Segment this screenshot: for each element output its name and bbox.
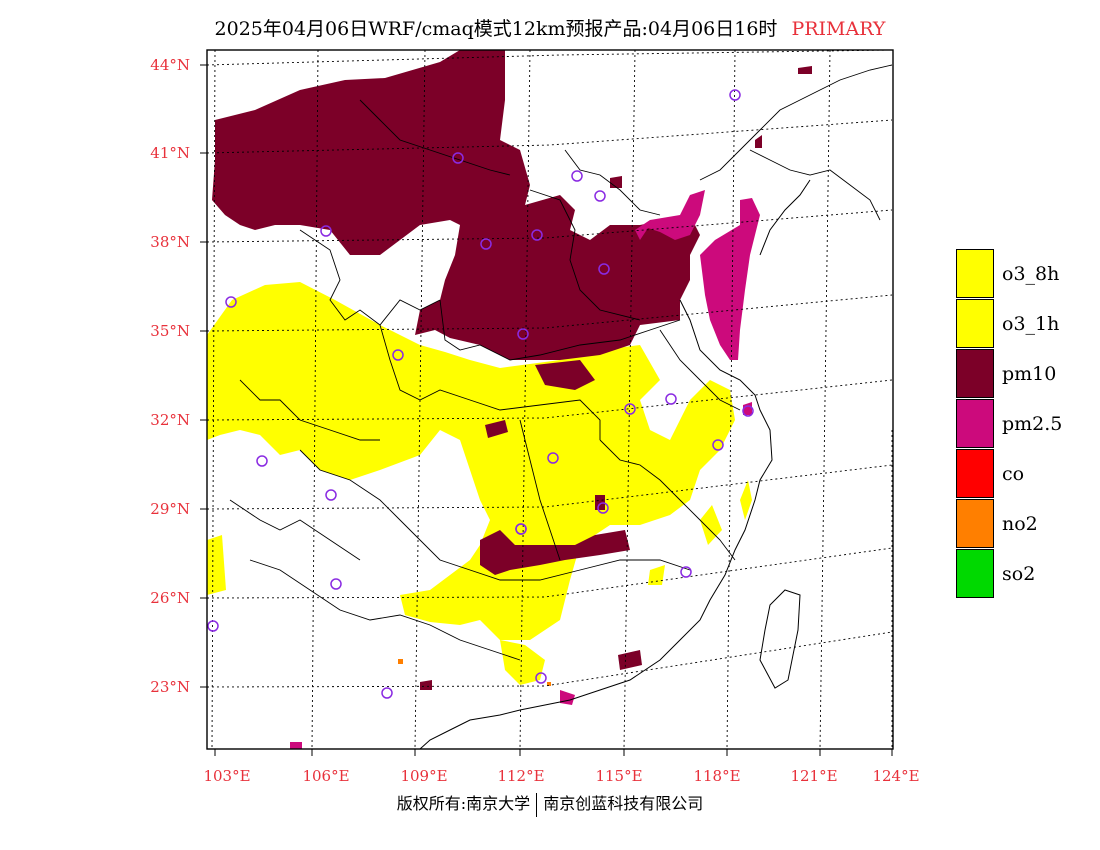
legend-swatch <box>956 399 994 448</box>
primary-tag: PRIMARY <box>791 18 886 40</box>
station-marker <box>531 229 543 241</box>
title-text: 2025年04月06日WRF/cmaq模式12km预报产品:04月06日16时 <box>214 18 778 40</box>
legend-swatch <box>956 499 994 548</box>
latitude-labels: 44°N 41°N 38°N 35°N 32°N 29°N 26°N 23°N <box>150 56 190 696</box>
station-marker <box>256 455 268 467</box>
legend-swatch <box>956 249 994 298</box>
lat-label: 44°N <box>150 56 190 74</box>
pm10-layer <box>212 50 812 690</box>
lon-label: 109°E <box>400 767 447 785</box>
legend-swatch <box>956 349 994 398</box>
coastline <box>419 179 811 750</box>
station-marker <box>547 452 559 464</box>
lon-label: 103°E <box>203 767 250 785</box>
station-marker <box>480 238 492 250</box>
lat-label: 32°N <box>150 411 190 429</box>
lat-label: 23°N <box>150 678 190 696</box>
legend-label: co <box>1002 463 1025 485</box>
legend-label: no2 <box>1002 513 1038 535</box>
lat-label: 26°N <box>150 589 190 607</box>
graticule <box>206 49 893 750</box>
map-title: 2025年04月06日WRF/cmaq模式12km预报产品:04月06日16时 P… <box>0 14 1100 41</box>
legend-label: so2 <box>1002 563 1036 585</box>
station-marker <box>325 489 337 501</box>
pm25-layer <box>290 190 760 749</box>
legend-label: o3_1h <box>1002 313 1060 335</box>
axis-ticks <box>200 64 893 756</box>
copyright-right: 南京创蓝科技有限公司 <box>543 794 704 813</box>
footer-separator <box>536 792 538 817</box>
lon-label: 124°E <box>872 767 919 785</box>
station-marker <box>515 523 527 535</box>
station-marker <box>535 672 547 684</box>
copyright-footer: 版权所有:南京大学 南京创蓝科技有限公司 <box>0 790 1100 817</box>
station-marker <box>452 152 464 164</box>
lon-label: 118°E <box>693 767 740 785</box>
no2-layer <box>398 659 551 686</box>
station-markers <box>207 89 754 699</box>
lat-label: 41°N <box>150 144 190 162</box>
station-marker <box>665 393 677 405</box>
station-marker <box>225 296 237 308</box>
station-marker <box>207 620 219 632</box>
lat-label: 38°N <box>150 233 190 251</box>
legend-swatch <box>956 299 994 348</box>
lon-label: 121°E <box>790 767 837 785</box>
station-marker <box>330 578 342 590</box>
station-marker <box>597 502 609 514</box>
legend-label: pm10 <box>1002 363 1057 385</box>
legend-swatch <box>956 549 994 598</box>
station-marker <box>729 89 741 101</box>
lat-label: 29°N <box>150 500 190 518</box>
station-marker <box>594 190 606 202</box>
station-marker <box>381 687 393 699</box>
legend-label: o3_8h <box>1002 263 1060 285</box>
map-layers <box>207 50 893 749</box>
lon-label: 106°E <box>302 767 349 785</box>
lon-label: 112°E <box>497 767 544 785</box>
province-boundaries <box>229 64 893 661</box>
lon-label: 115°E <box>595 767 642 785</box>
station-marker <box>571 170 583 182</box>
station-marker <box>392 349 404 361</box>
station-marker <box>742 405 754 417</box>
station-marker <box>712 439 724 451</box>
map-border <box>206 49 894 750</box>
lat-label: 35°N <box>150 322 190 340</box>
legend-swatch <box>956 449 994 498</box>
copyright-left: 版权所有:南京大学 <box>396 794 531 813</box>
station-marker <box>624 403 636 415</box>
longitude-labels: 103°E 106°E 109°E 112°E 115°E 118°E 121°… <box>203 767 919 785</box>
station-marker <box>598 263 610 275</box>
legend-label: pm2.5 <box>1002 413 1063 435</box>
station-marker <box>320 225 332 237</box>
station-marker <box>680 566 692 578</box>
station-marker <box>517 328 529 340</box>
